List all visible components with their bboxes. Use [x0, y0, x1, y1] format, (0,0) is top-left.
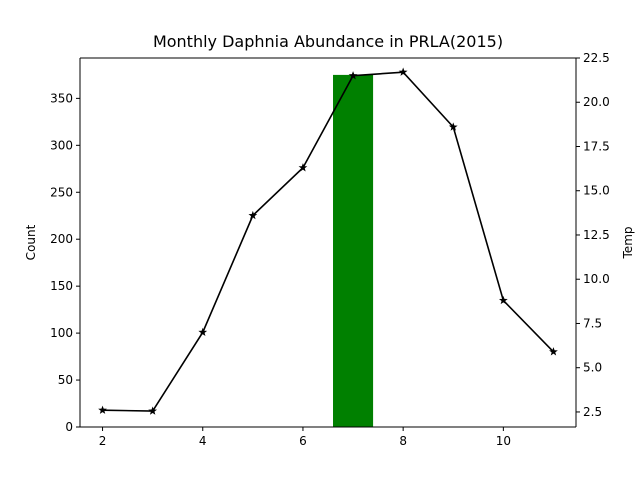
- line-point: [148, 406, 158, 415]
- y2-axis-label: Temp: [621, 227, 635, 260]
- line-point: [298, 163, 308, 172]
- x-tick-label: 10: [496, 434, 511, 448]
- y2-tick-label: 12.5: [583, 228, 610, 242]
- y-tick-label: 150: [50, 279, 73, 293]
- y2-tick-label: 22.5: [583, 51, 610, 65]
- line-point: [198, 327, 208, 337]
- x-tick-label: 8: [399, 434, 407, 448]
- y-tick-label: 200: [50, 232, 73, 246]
- y2-tick-label: 7.5: [583, 316, 602, 330]
- y-tick-label: 300: [50, 138, 73, 152]
- x-tick-label: 6: [299, 434, 307, 448]
- line-point: [98, 405, 107, 414]
- line-point: [348, 71, 358, 80]
- x-tick-label: 4: [199, 434, 207, 448]
- y2-tick-label: 15.0: [583, 184, 610, 198]
- y-tick-label: 50: [58, 373, 73, 387]
- y2-tick-label: 5.0: [583, 361, 602, 375]
- series-line: [102, 71, 555, 412]
- y-tick-label: 100: [50, 326, 73, 340]
- y-axis-label: Count: [24, 224, 38, 260]
- chart-title: Monthly Daphnia Abundance in PRLA(2015): [152, 32, 504, 51]
- y2-tick-label: 17.5: [583, 139, 610, 153]
- line-point: [398, 67, 408, 76]
- y-tick-label: 350: [50, 91, 73, 105]
- y-tick-label: 0: [65, 420, 73, 434]
- line-point: [549, 347, 558, 356]
- y2-tick-label: 2.5: [583, 405, 602, 419]
- bar: [333, 74, 374, 428]
- line-point: [498, 295, 508, 305]
- y2-tick-label: 10.0: [583, 272, 610, 286]
- line-point: [448, 122, 458, 131]
- y2-tick-label: 20.0: [583, 95, 610, 109]
- y-tick-label: 250: [50, 185, 73, 199]
- line-point: [248, 210, 258, 220]
- x-tick-label: 2: [99, 434, 107, 448]
